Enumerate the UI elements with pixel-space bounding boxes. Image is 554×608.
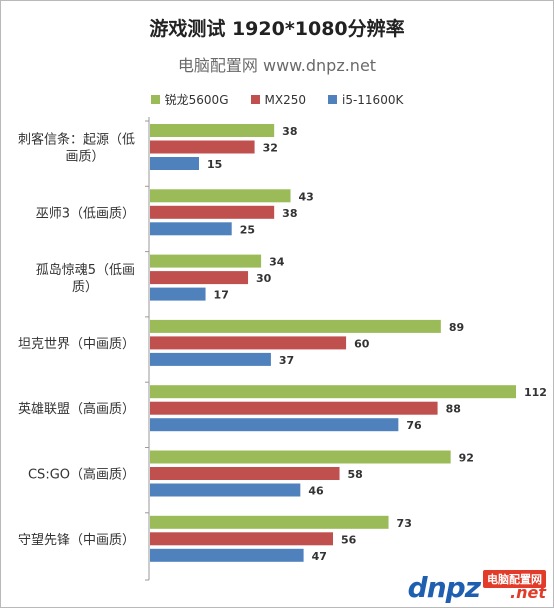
data-label: 32 [263,142,278,155]
bar-s1 [150,515,389,529]
data-label: 34 [269,256,285,269]
data-label: 46 [308,485,324,498]
data-label: 38 [282,207,297,220]
bar-s1 [150,254,262,268]
watermark-net: .net [510,583,546,602]
watermark-badge: 电脑配置网 [483,570,546,588]
bar-s2 [150,205,275,219]
data-label: 88 [446,403,461,416]
bar-s3 [150,483,301,497]
data-label: 92 [459,452,474,465]
data-label: 58 [348,468,363,481]
chart-title: 游戏测试 1920*1080分辨率 [149,18,405,40]
legend-item-5600g: 锐龙5600G [150,91,229,108]
bar-s1 [150,124,275,137]
data-label: 73 [397,517,412,530]
category-label: 守望先锋（中画质） [18,532,135,548]
category-label: 孤岛惊魂5（低画 [36,262,135,278]
bar-s2 [150,401,438,415]
bar-s3 [150,287,206,301]
data-label: 43 [299,190,314,203]
watermark-logo: dnpz [407,571,481,604]
category-label: 刺客信条：起源（低 [18,132,135,148]
bar-s3 [150,222,232,236]
data-label: 112 [524,386,547,399]
legend-item-mx250: MX250 [250,91,306,108]
chart-legend: 锐龙5600G MX250 i5-11600K [0,91,554,108]
legend-label-5600g: 锐龙5600G [164,93,229,107]
data-label: 76 [406,419,422,432]
watermark: dnpz 电脑配置网 .net [408,570,546,602]
category-label: 坦克世界（中画质） [18,337,135,352]
data-label: 47 [312,550,327,563]
bar-s2 [150,467,340,480]
legend-swatch-i5 [327,95,337,104]
bar-s1 [150,319,441,333]
data-label: 25 [240,223,255,236]
category-label: 质） [72,280,98,295]
bar-s2 [150,140,255,154]
data-label: 30 [256,272,272,285]
bar-s3 [150,157,200,170]
category-label: 画质） [65,150,104,165]
data-label: 38 [282,125,297,138]
bar-s2 [150,532,333,546]
legend-label-mx250: MX250 [264,92,306,107]
bar-s3 [150,352,271,366]
bar-s1 [150,385,516,399]
legend-swatch-5600g [150,95,160,104]
bar-s1 [150,189,291,203]
data-label: 15 [207,158,222,171]
bar-s3 [150,418,399,432]
data-label: 56 [341,533,357,546]
data-label: 17 [214,289,229,302]
category-label: 英雄联盟（高画质） [18,401,135,417]
bar-s1 [150,450,451,464]
legend-swatch-mx250 [250,95,260,104]
bar-s3 [150,548,304,562]
legend-label-i5: i5-11600K [341,92,404,107]
data-label: 60 [354,337,370,350]
data-label: 89 [449,321,464,334]
legend-item-i5: i5-11600K [327,91,404,108]
chart-subtitle: 电脑配置网 www.dnpz.net [177,56,377,75]
data-label: 37 [279,354,294,367]
category-label: CS:GO（高画质） [28,467,135,483]
bar-s2 [150,271,249,285]
bar-s2 [150,336,347,350]
category-label: 巫师3（低画质） [36,206,135,221]
